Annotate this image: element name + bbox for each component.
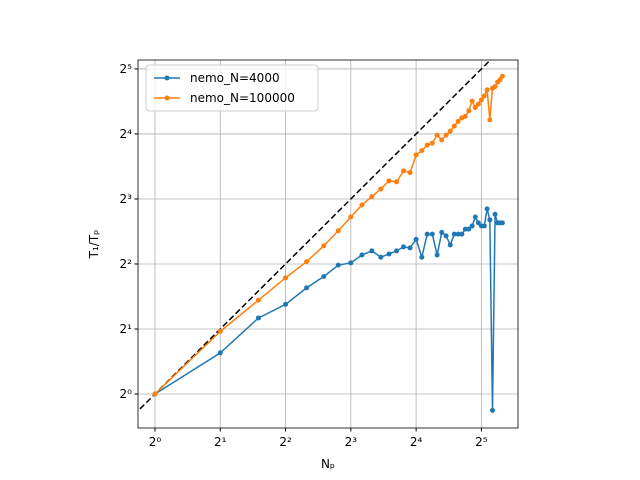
- data-point: [451, 231, 457, 237]
- legend-marker: [164, 95, 170, 101]
- x-tick-label: 2³: [345, 435, 358, 449]
- data-point: [424, 142, 430, 148]
- data-point: [419, 254, 425, 260]
- plot-area: [138, 60, 505, 413]
- data-point: [481, 93, 487, 99]
- data-point: [304, 259, 310, 265]
- data-point: [489, 407, 495, 413]
- data-point: [386, 178, 392, 184]
- y-tick-label: 2¹: [120, 322, 133, 336]
- data-point: [255, 297, 261, 303]
- data-point: [434, 252, 440, 258]
- data-point: [348, 214, 354, 220]
- legend-label: nemo_N=100000: [190, 91, 295, 105]
- data-point: [424, 231, 430, 237]
- legend-marker: [164, 75, 170, 81]
- data-point: [497, 77, 503, 83]
- data-point: [455, 118, 461, 124]
- data-point: [469, 98, 475, 104]
- series-line: [154, 208, 503, 411]
- data-point: [439, 229, 445, 235]
- x-tick-label: 2⁵: [475, 435, 488, 449]
- data-point: [462, 226, 468, 232]
- data-point: [152, 391, 158, 397]
- data-point: [492, 211, 498, 217]
- data-point: [401, 168, 407, 174]
- y-tick-label: 2⁵: [120, 62, 133, 76]
- data-point: [462, 113, 468, 119]
- data-point: [466, 226, 472, 232]
- data-point: [335, 262, 341, 268]
- series-line: [154, 75, 504, 395]
- x-tick-label: 2²: [279, 435, 292, 449]
- data-point: [478, 97, 484, 103]
- data-point: [283, 301, 289, 307]
- ideal-line: [138, 60, 492, 412]
- data-point: [394, 248, 400, 254]
- data-point: [469, 223, 475, 229]
- data-point: [451, 123, 457, 129]
- data-point: [359, 202, 365, 208]
- data-point: [378, 254, 384, 260]
- data-point: [407, 245, 413, 251]
- y-tick-label: 2²: [120, 257, 133, 271]
- data-point: [401, 244, 407, 250]
- data-point: [447, 242, 453, 248]
- data-point: [455, 231, 461, 237]
- data-point: [492, 84, 498, 90]
- data-point: [439, 137, 445, 143]
- legend-label: nemo_N=4000: [190, 71, 280, 85]
- data-point: [321, 243, 327, 249]
- data-point: [443, 233, 449, 239]
- data-point: [487, 117, 493, 123]
- data-point: [304, 285, 310, 291]
- legend-box: [145, 64, 319, 112]
- data-point: [472, 105, 478, 111]
- data-point: [487, 217, 493, 223]
- x-tick-label: 2⁰: [149, 435, 162, 449]
- data-point: [429, 231, 435, 237]
- data-point: [335, 228, 341, 234]
- data-point: [217, 350, 223, 356]
- axes-frame: [137, 59, 519, 429]
- data-point: [447, 128, 453, 134]
- data-point: [466, 108, 472, 114]
- y-tick-label: 2³: [120, 192, 133, 206]
- data-point: [475, 220, 481, 226]
- data-point: [394, 179, 400, 185]
- y-axis-label: T₁/Tₚ: [87, 230, 101, 260]
- data-point: [429, 140, 435, 146]
- data-point: [386, 251, 392, 257]
- data-point: [217, 328, 223, 334]
- data-point: [484, 206, 490, 212]
- data-point: [413, 152, 419, 158]
- data-point: [472, 214, 478, 220]
- data-point: [369, 248, 375, 254]
- data-point: [369, 194, 375, 200]
- data-point: [348, 260, 354, 266]
- data-point: [359, 252, 365, 258]
- x-tick-label: 2⁴: [410, 435, 423, 449]
- y-tick-label: 2⁴: [120, 127, 133, 141]
- x-tick-label: 2¹: [214, 435, 227, 449]
- data-point: [434, 132, 440, 138]
- data-point: [255, 315, 261, 321]
- data-point: [378, 186, 384, 192]
- data-point: [407, 170, 413, 176]
- x-axis-label: Nₚ: [321, 457, 335, 471]
- data-point: [413, 236, 419, 242]
- data-point: [459, 231, 465, 237]
- data-point: [475, 101, 481, 107]
- data-point: [283, 275, 289, 281]
- y-tick-label: 2⁰: [120, 387, 133, 401]
- data-point: [484, 87, 490, 93]
- data-point: [481, 223, 487, 229]
- data-point: [499, 73, 505, 79]
- data-point: [499, 220, 505, 226]
- data-point: [443, 132, 449, 138]
- data-point: [419, 148, 425, 154]
- data-point: [321, 274, 327, 280]
